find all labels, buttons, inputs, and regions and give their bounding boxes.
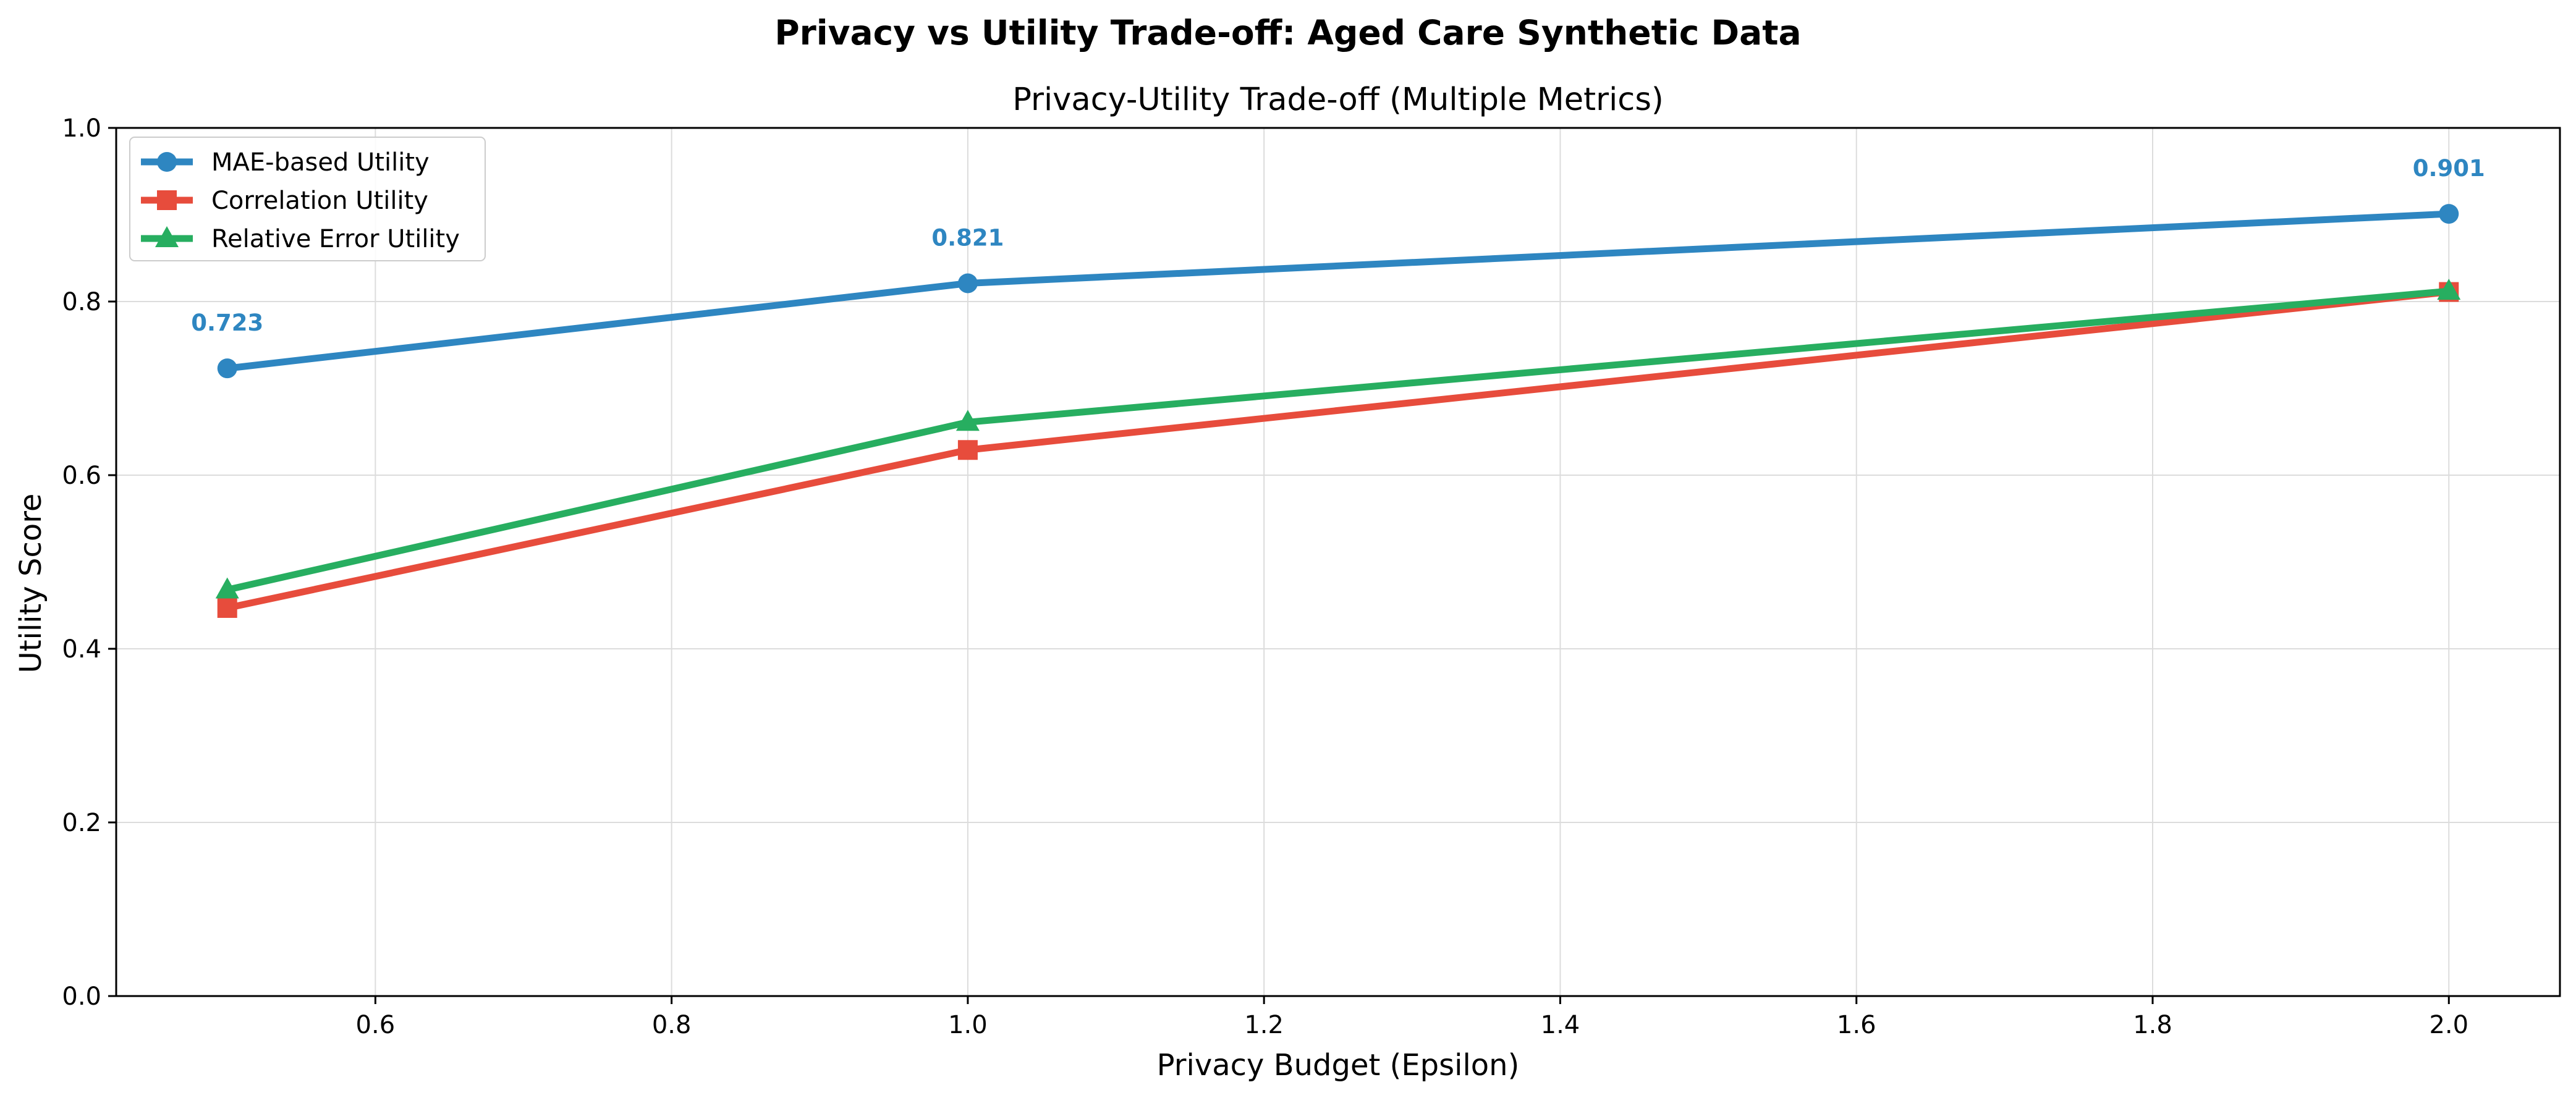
data-point <box>215 577 239 599</box>
y-tick-label: 0.8 <box>62 288 101 316</box>
x-axis-label: Privacy Budget (Epsilon) <box>1157 1048 1520 1083</box>
data-point <box>955 410 980 431</box>
figure-title: Privacy vs Utility Trade-off: Aged Care … <box>774 13 1801 53</box>
series-mae-based-utility <box>217 204 2459 379</box>
x-tick-label: 1.6 <box>1837 1011 1876 1039</box>
y-tick-label: 1.0 <box>62 114 101 143</box>
chart-title: Privacy-Utility Trade-off (Multiple Metr… <box>1012 82 1664 118</box>
plot-series <box>215 204 2461 618</box>
axes-frame <box>115 127 2561 997</box>
y-tick-label: 0.6 <box>62 462 101 490</box>
legend-marker <box>157 152 177 172</box>
x-tick-label: 1.2 <box>1244 1011 1284 1039</box>
data-point <box>217 358 237 379</box>
legend-item: MAE-based Utility <box>141 148 430 177</box>
x-axis-ticks: 0.6 0.8 1.0 1.2 1.4 1.6 1.8 2.0 <box>356 996 2468 1039</box>
x-tick-label: 0.8 <box>652 1011 692 1039</box>
x-tick-label: 1.4 <box>1541 1011 1580 1039</box>
legend-label: Relative Error Utility <box>211 225 460 253</box>
y-tick-label: 0.2 <box>62 809 101 837</box>
x-tick-label: 1.8 <box>2133 1011 2172 1039</box>
series-relative-error-utility <box>215 279 2461 599</box>
legend-box <box>129 137 486 261</box>
legend-label: MAE-based Utility <box>211 148 430 177</box>
y-tick-label: 0.0 <box>62 982 101 1011</box>
data-point <box>957 440 978 460</box>
data-label: 0.901 <box>2413 155 2485 182</box>
data-label: 0.723 <box>191 310 263 336</box>
y-axis-ticks: 0.0 0.2 0.4 0.6 0.8 1.0 <box>62 114 116 1011</box>
x-tick-label: 0.6 <box>356 1011 396 1039</box>
data-point <box>957 273 978 294</box>
data-point <box>217 598 237 618</box>
legend-item: Relative Error Utility <box>141 225 460 253</box>
y-tick-label: 0.4 <box>62 635 101 664</box>
data-point <box>2437 279 2461 300</box>
legend-label: Correlation Utility <box>211 187 428 215</box>
data-labels: 0.723 0.821 0.901 <box>191 155 2485 336</box>
y-axis-label: Utility Score <box>14 494 48 674</box>
x-tick-label: 1.0 <box>948 1011 988 1039</box>
legend-item: Correlation Utility <box>141 187 428 215</box>
data-label: 0.821 <box>931 224 1004 251</box>
legend-marker <box>157 190 177 210</box>
legend-marker <box>155 226 179 247</box>
legend: MAE-based Utility Correlation Utility Rela… <box>129 137 486 261</box>
x-tick-label: 2.0 <box>2429 1011 2468 1039</box>
data-point <box>2439 204 2459 224</box>
